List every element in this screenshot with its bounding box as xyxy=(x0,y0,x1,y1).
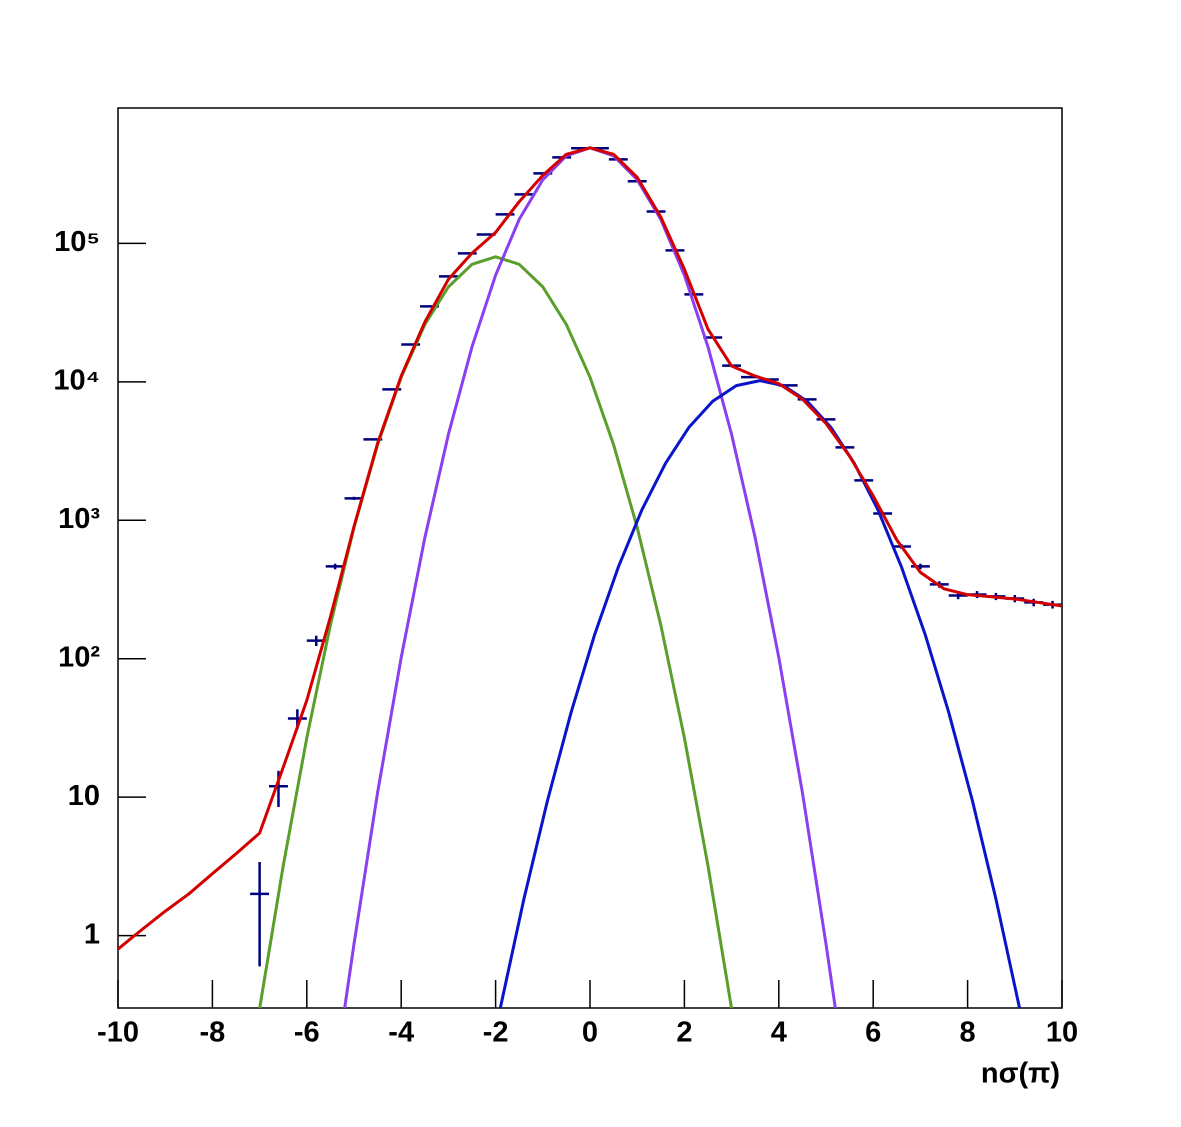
plot-area xyxy=(118,146,1062,1008)
fit-curve xyxy=(258,255,734,1008)
y-tick-label: 1 xyxy=(84,918,100,950)
x-tick-label: 10 xyxy=(1046,1017,1078,1049)
fit-curve xyxy=(498,379,1021,1008)
y-tick-label: 10⁴ xyxy=(53,364,100,396)
x-tick-label: 4 xyxy=(771,1017,787,1049)
x-tick-label: -10 xyxy=(97,1017,139,1049)
y-tick-label: 10³ xyxy=(58,503,100,535)
x-axis-label: nσ(π) xyxy=(981,1058,1060,1090)
x-tick-label: 8 xyxy=(960,1017,976,1049)
x-tick-label: -2 xyxy=(483,1017,509,1049)
x-tick-label: -8 xyxy=(200,1017,226,1049)
x-tick-label: 6 xyxy=(865,1017,881,1049)
x-tick-label: 2 xyxy=(676,1017,692,1049)
fit-curve xyxy=(343,146,837,1008)
y-tick-label: 10² xyxy=(58,641,100,673)
fit-curve xyxy=(118,146,1062,951)
x-tick-label: -6 xyxy=(294,1017,320,1049)
y-tick-label: 10⁵ xyxy=(54,226,100,258)
y-tick-label: 10 xyxy=(68,780,100,812)
x-tick-label: 0 xyxy=(582,1017,598,1049)
x-tick-label: -4 xyxy=(388,1017,414,1049)
